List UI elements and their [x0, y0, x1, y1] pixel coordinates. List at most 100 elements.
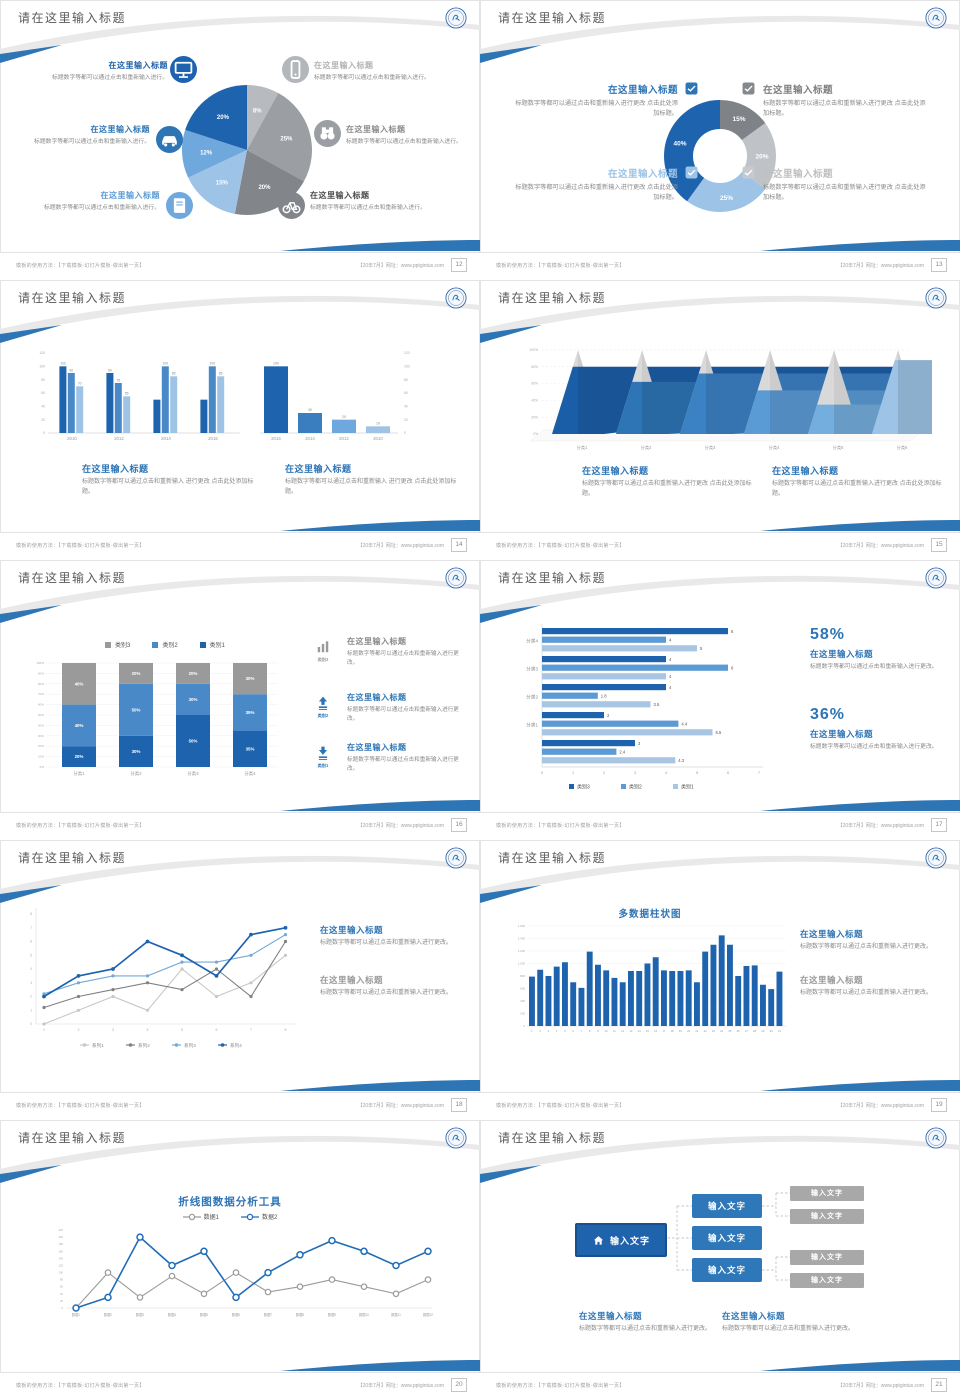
bar-value: 20 [342, 415, 346, 419]
footer-left-text: 模板的使用方法：【下载模板-幻灯片模板-做出第一页】 [16, 1383, 145, 1389]
block-heading: 在这里输入标题 [285, 464, 352, 474]
x-tick: 分类2 [130, 770, 142, 777]
x-tick: 分类5 [833, 444, 844, 451]
block-heading: 在这里输入标题 [314, 61, 374, 70]
text-block: 在这里输入标题 标题数字等都可以通过点击和重新输入进行更改。 [800, 928, 940, 953]
y-tick: 40% [531, 399, 538, 403]
bar-value: 2 [607, 713, 610, 718]
text-block: 在这里输入标题 标题数字等都可以通过点击和重新输入进行更改。 [320, 974, 460, 999]
y-tick: 20 [60, 1299, 63, 1303]
legend-marker-icon [182, 1213, 201, 1220]
slide-page-20[interactable]: 请在这里输入标题 模板的使用方法：【下载模板-幻灯片模板-做出第一页】 【20年7月… [0, 1120, 480, 1400]
segment-label: 40% [75, 681, 84, 686]
y-tick: 2 [30, 995, 32, 999]
x-tick: 分类4 [244, 770, 256, 777]
legend-label: 系列1 [92, 1042, 104, 1049]
page-number: 21 [931, 1378, 947, 1392]
block-body: 标题数字等都可以通过点击和重新输入进行更改 点击此处添加标题。 [772, 481, 942, 497]
x-tick: 3 [634, 771, 636, 775]
bar-value: 55 [125, 392, 129, 396]
top-swoosh-decor [0, 295, 480, 343]
slide-page-18[interactable]: 请在这里输入标题 模板的使用方法：【下载模板-幻灯片模板-做出第一页】 【20年7月… [0, 840, 480, 1120]
y-tick: 160 [59, 1249, 64, 1253]
segment-label: 30% [132, 749, 141, 754]
block-heading: 在这里输入标题 [810, 649, 874, 659]
slide-page-13[interactable]: 请在这里输入标题 模板的使用方法：【下载模板-幻灯片模板-做出第一页】 【20年7月… [480, 0, 960, 280]
school-logo-icon [925, 7, 947, 29]
bar-value: 6 [731, 666, 734, 671]
x-tick: 数据12 [423, 1312, 433, 1317]
x-tick: 数据7 [264, 1312, 272, 1317]
slide-title: 请在这里输入标题 [18, 11, 127, 25]
y-tick: 0 [523, 1024, 525, 1028]
slide-page-17[interactable]: 请在这里输入标题 模板的使用方法：【下载模板-幻灯片模板-做出第一页】 【20年7月… [480, 560, 960, 840]
x-tick: 数据6 [232, 1312, 240, 1317]
pie-callout: 在这里输入标题 标题数字等都可以通过点击和重新输入进行。 [346, 124, 464, 147]
smartphone-icon [282, 56, 309, 83]
y-tick: 0 [62, 1306, 64, 1310]
block-body: 标题数字等都可以通过点击和重新输入进行更改。 [347, 707, 459, 722]
y-tick: 0% [533, 432, 538, 436]
top-swoosh-decor [480, 295, 960, 343]
slice-label: 15% [216, 180, 229, 186]
bottom-swoosh-decor [760, 240, 960, 251]
x-tick: 6 [572, 1029, 574, 1033]
text-block: 在这里输入标题 标题数字等都可以通过点击和重新输入进行更改。 [320, 924, 460, 949]
y-tick: 50% [38, 713, 44, 717]
pie-callout: 在这里输入标题 标题数字等都可以通过点击和重新输入进行。 [36, 60, 168, 83]
stat-value: 36% [810, 706, 846, 723]
block-heading: 在这里输入标题 [800, 929, 864, 939]
slide-page-15[interactable]: 请在这里输入标题 模板的使用方法：【下载模板-幻灯片模板-做出第一页】 【20年7月… [480, 280, 960, 560]
slide-page-19[interactable]: 请在这里输入标题 模板的使用方法：【下载模板-幻灯片模板-做出第一页】 【20年7月… [480, 840, 960, 1120]
school-logo-icon [925, 1127, 947, 1149]
slide-title: 请在这里输入标题 [498, 1131, 607, 1145]
bottom-swoosh-decor [760, 1080, 960, 1091]
slide-page-12[interactable]: 请在这里输入标题 模板的使用方法：【下载模板-幻灯片模板-做出第一页】 【20年7月… [0, 0, 480, 280]
x-tick: 28 [753, 1029, 756, 1033]
slide-page-16[interactable]: 请在这里输入标题 模板的使用方法：【下载模板-幻灯片模板-做出第一页】 【20年7月… [0, 560, 480, 840]
slide-footer: 模板的使用方法：【下载模板-幻灯片模板-做出第一页】 【20年7月】网址：www.… [480, 532, 960, 560]
footer-right-text: 【20年7月】网址：www.pptgintus.com [357, 543, 444, 549]
slide-page-21[interactable]: 请在这里输入标题 模板的使用方法：【下载模板-幻灯片模板-做出第一页】 【20年7月… [480, 1120, 960, 1400]
block-body: 标题数字等都可以通过点击和重新输入进行。 [314, 75, 430, 81]
x-tick: 12 [621, 1029, 624, 1033]
y-tick: 220 [59, 1228, 64, 1232]
org-mid-box: 输入文字 [692, 1194, 762, 1218]
x-tick: 数据3 [136, 1312, 144, 1317]
x-tick: 2016 [208, 436, 218, 441]
bar-value: 4.4 [681, 722, 687, 727]
block-heading: 在这里输入标题 [607, 85, 678, 96]
block-heading: 在这里输入标题 [310, 191, 370, 200]
slide-page-14[interactable]: 请在这里输入标题 模板的使用方法：【下载模板-幻灯片模板-做出第一页】 【20年7月… [0, 280, 480, 560]
x-tick: 10 [605, 1029, 608, 1033]
slide-content: 6 4 5 分类4 4 6 4 分类3 4 1.8 3.5 分类2 2 4.4 5.5 分类1 3 2.4 4.3 0… [480, 560, 960, 840]
checkbox-icon [685, 166, 698, 179]
x-tick: 2010 [67, 436, 77, 441]
block-heading: 在这里输入标题 [82, 464, 149, 474]
segment-label: 30% [189, 697, 198, 702]
y-tick: 90% [38, 671, 44, 675]
donut-callout: 在这里输入标题 标题数字等都可以通过点击和重新输入进行更改 点击此处添加标题。 [512, 166, 678, 203]
bar-value: 85 [219, 372, 223, 376]
x-tick: 30 [770, 1029, 773, 1033]
org-root-box: 输入文字 [575, 1223, 667, 1257]
block-body: 标题数字等都可以通过点击和重新输入进行。 [310, 205, 426, 211]
footer-right-text: 【20年7月】网址：www.pptgintus.com [357, 1383, 444, 1389]
x-tick: 2012 [339, 436, 349, 441]
x-tick: 分类2 [641, 444, 652, 451]
org-leaf-box: 输入文字 [790, 1208, 864, 1224]
x-tick: 4 [556, 1029, 558, 1033]
y-tick: 60 [404, 391, 408, 395]
segment-label: 50% [132, 707, 141, 712]
y-tick: 10% [38, 755, 44, 759]
footer-right-text: 【20年7月】网址：www.pptgintus.com [837, 1103, 924, 1109]
multi-line-chart: 0 1 2 3 4 5 6 7 8 1 2 3 4 5 6 7 8 系列1 系列2 系列3 系列4 [30, 908, 296, 1049]
y-tick: 0 [30, 1022, 32, 1026]
x-tick: 17 [662, 1029, 665, 1033]
block-body: 标题数字等都可以通过点击和重新输入进行更改。 [347, 757, 459, 772]
slice-label: 15% [733, 116, 746, 123]
x-tick: 19 [679, 1029, 682, 1033]
connector-lines [663, 1192, 790, 1281]
x-tick: 7 [250, 1028, 252, 1032]
legend-label: 系列3 [184, 1042, 196, 1049]
